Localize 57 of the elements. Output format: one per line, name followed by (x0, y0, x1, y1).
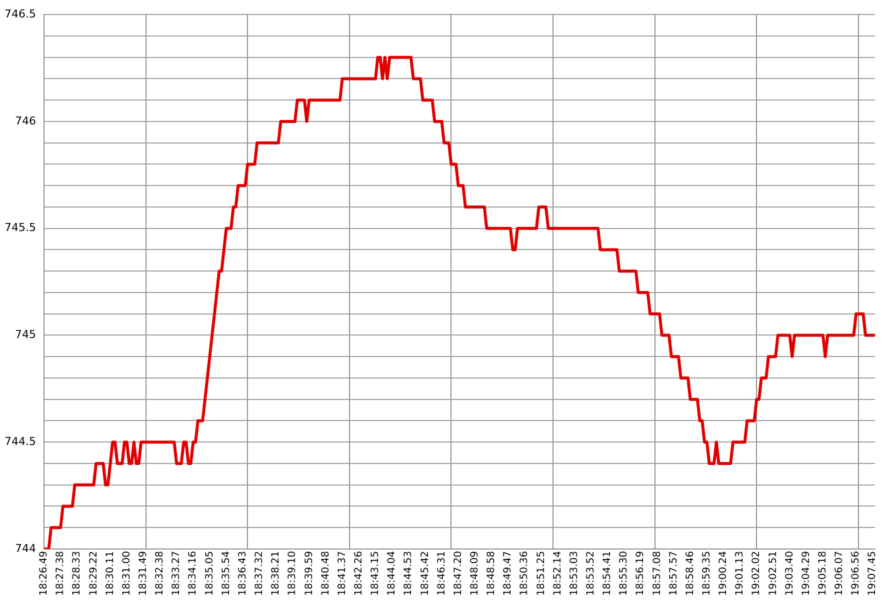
x-tick-label: 18:48.58 (486, 551, 498, 596)
x-tick-label: 18:30.11 (104, 551, 116, 596)
x-tick-label: 18:27.38 (55, 551, 66, 596)
x-tick-label: 18:42.26 (353, 551, 364, 596)
x-tick-label: 18:56.19 (635, 551, 646, 596)
x-tick-label: 18:44.53 (403, 551, 414, 596)
y-tick-label: 746.5 (4, 7, 36, 20)
x-tick-label: 18:51.25 (536, 551, 547, 596)
x-tick-label: 19:04.29 (800, 551, 812, 596)
x-tick-label: 18:32.38 (154, 551, 166, 596)
x-tick-label: 18:50.36 (519, 551, 530, 596)
x-tick-label: 18:39.10 (287, 551, 298, 596)
x-tick-label: 18:48.09 (469, 551, 480, 596)
x-tick-label: 18:40.48 (320, 551, 332, 596)
x-tick-label: 19:06.56 (850, 551, 862, 596)
x-tick-label: 18:33.27 (171, 551, 182, 596)
x-tick-label: 18:54.41 (602, 551, 614, 596)
x-tick-label: 19:06.07 (834, 551, 846, 596)
x-tick-label: 18:46.31 (436, 551, 448, 596)
x-tick-label: 19:07.45 (867, 551, 878, 596)
x-tick-label: 18:59.35 (702, 551, 712, 596)
x-tick-label: 18:35.54 (220, 551, 232, 596)
y-tick-label: 744 (15, 542, 36, 555)
x-tick-label: 18:31.49 (138, 551, 150, 596)
y-tick-label: 745.5 (4, 221, 36, 234)
x-tick-label: 18:26.49 (38, 551, 50, 596)
x-tick-label: 18:47.20 (452, 551, 464, 596)
x-tick-label: 18:34.16 (188, 551, 199, 596)
x-tick-label: 18:39.59 (304, 551, 315, 596)
x-tick-label: 18:29.22 (88, 551, 100, 596)
x-tick-label: 18:41.37 (336, 551, 348, 596)
x-tick-label: 18:36.43 (237, 551, 248, 596)
x-tick-label: 18:49.47 (502, 551, 514, 596)
x-tick-label: 18:58.46 (684, 551, 696, 596)
x-tick-label: 18:44.04 (386, 551, 398, 596)
x-tick-label: 18:38.21 (270, 551, 282, 596)
x-tick-label: 19:00.24 (718, 551, 730, 596)
x-tick-label: 19:05.18 (818, 551, 829, 596)
x-tick-label: 18:53.03 (568, 551, 580, 596)
x-tick-label: 18:57.57 (668, 551, 680, 596)
x-tick-label: 18:55.30 (618, 551, 630, 596)
x-tick-label: 18:43.15 (370, 551, 382, 596)
x-tick-label: 18:35.05 (204, 551, 216, 596)
y-tick-label: 745 (15, 328, 36, 342)
x-tick-label: 18:52.14 (552, 551, 564, 596)
x-tick-label: 19:01.13 (734, 551, 746, 596)
x-tick-label: 18:45.42 (420, 551, 431, 596)
x-tick-label: 18:37.32 (254, 551, 266, 596)
x-tick-label: 18:57.08 (652, 551, 663, 596)
x-tick-label: 19:02.02 (751, 551, 762, 596)
x-tick-label: 18:53.52 (585, 551, 596, 596)
x-tick-label: 19:02.51 (768, 551, 779, 596)
x-tick-label: 19:03.40 (784, 551, 796, 596)
x-tick-label: 18:28.33 (72, 551, 83, 596)
y-tick-label: 746 (15, 114, 36, 128)
x-tick-label: 18:31.00 (121, 551, 132, 596)
y-tick-label: 744.5 (4, 434, 36, 448)
